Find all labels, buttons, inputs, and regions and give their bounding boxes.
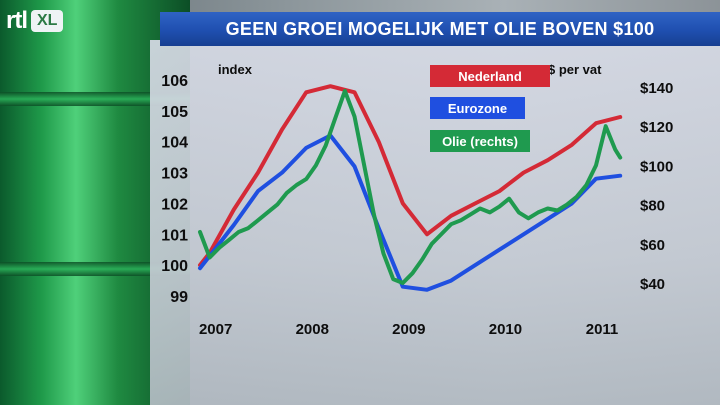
right-tick-label: $40: [640, 276, 665, 293]
right-axis-label: $ per vat: [548, 62, 602, 77]
x-tick-label: 2010: [489, 321, 522, 338]
x-tick-label: 2011: [586, 321, 619, 338]
right-tick-label: $60: [640, 237, 665, 254]
left-tick-label: 102: [161, 196, 188, 213]
logo-xl-badge: XL: [31, 10, 64, 32]
right-tick-label: $140: [640, 80, 673, 97]
legend-label-eurozone: Eurozone: [447, 100, 508, 116]
title-bar: GEEN GROEI MOGELIJK MET OLIE BOVEN $100: [160, 12, 720, 46]
series-eurozone-line: [198, 133, 623, 292]
barrel-ring: [0, 92, 190, 106]
series-olie-line: [198, 88, 623, 285]
left-tick-label: 99: [170, 289, 188, 306]
rtl-xl-logo: rtl XL: [6, 2, 64, 40]
left-tick-label: 103: [161, 166, 188, 183]
x-tick-label: 2009: [392, 321, 425, 338]
chart-title: GEEN GROEI MOGELIJK MET OLIE BOVEN $100: [225, 18, 655, 39]
x-tick-label: 2007: [199, 321, 232, 338]
logo-rtl-text: rtl: [6, 7, 28, 34]
legend-olie: Olie (rechts): [430, 130, 530, 152]
left-tick-label: 104: [161, 135, 188, 152]
left-tick-label: 106: [161, 73, 188, 90]
legend-label-olie: Olie (rechts): [442, 133, 518, 149]
left-tick-label: 101: [161, 227, 188, 244]
right-tick-label: $100: [640, 158, 673, 175]
legend-eurozone: Eurozone: [430, 97, 525, 119]
right-tick-label: $120: [640, 119, 673, 136]
x-tick-label: 2008: [296, 321, 329, 338]
legend-nederland: Nederland: [430, 65, 550, 87]
left-tick-label: 105: [161, 104, 188, 121]
series-nederland-line: [198, 84, 623, 268]
right-tick-label: $80: [640, 198, 665, 215]
barrel-ring: [0, 262, 190, 276]
left-axis-label: index: [218, 62, 253, 77]
left-tick-label: 100: [161, 258, 188, 275]
legend-label-nederland: Nederland: [458, 68, 522, 84]
